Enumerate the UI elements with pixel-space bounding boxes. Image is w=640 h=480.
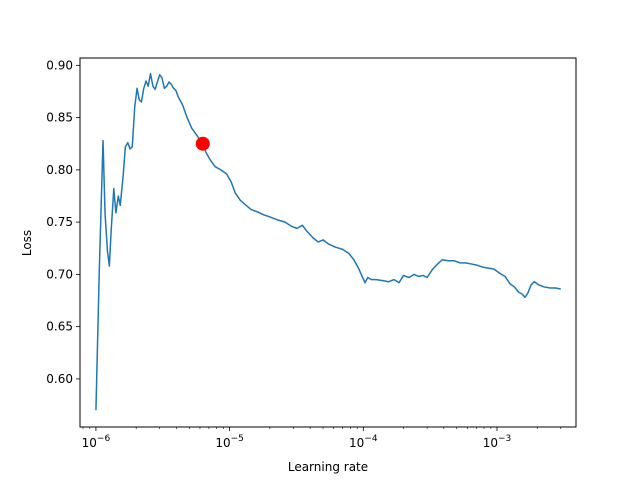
- x-axis-ticks: 10−6 10−5 10−4 10−3: [82, 427, 562, 450]
- x-axis-label: Learning rate: [288, 460, 368, 474]
- y-tick-label: 0.65: [46, 320, 73, 334]
- x-tick-label: 10−5: [215, 434, 244, 450]
- suggested-lr-marker: [195, 136, 210, 151]
- y-tick-label: 0.70: [46, 267, 73, 281]
- y-tick-label: 0.90: [46, 58, 73, 72]
- x-tick-label: 10−4: [349, 434, 378, 450]
- x-tick-label: 10−6: [82, 434, 111, 450]
- loss-curve-series: [95, 72, 561, 411]
- y-tick-label: 0.75: [46, 215, 73, 229]
- y-tick-label: 0.85: [46, 111, 73, 125]
- y-tick-label: 0.80: [46, 163, 73, 177]
- y-tick-label: 0.60: [46, 372, 73, 386]
- plot-area: [79, 57, 577, 428]
- y-axis-ticks: 0.60 0.65 0.70 0.75 0.80 0.85 0.90: [46, 58, 80, 386]
- x-tick-label: 10−3: [483, 434, 512, 450]
- plot-frame: [79, 57, 577, 428]
- y-axis-label: Loss: [20, 230, 34, 256]
